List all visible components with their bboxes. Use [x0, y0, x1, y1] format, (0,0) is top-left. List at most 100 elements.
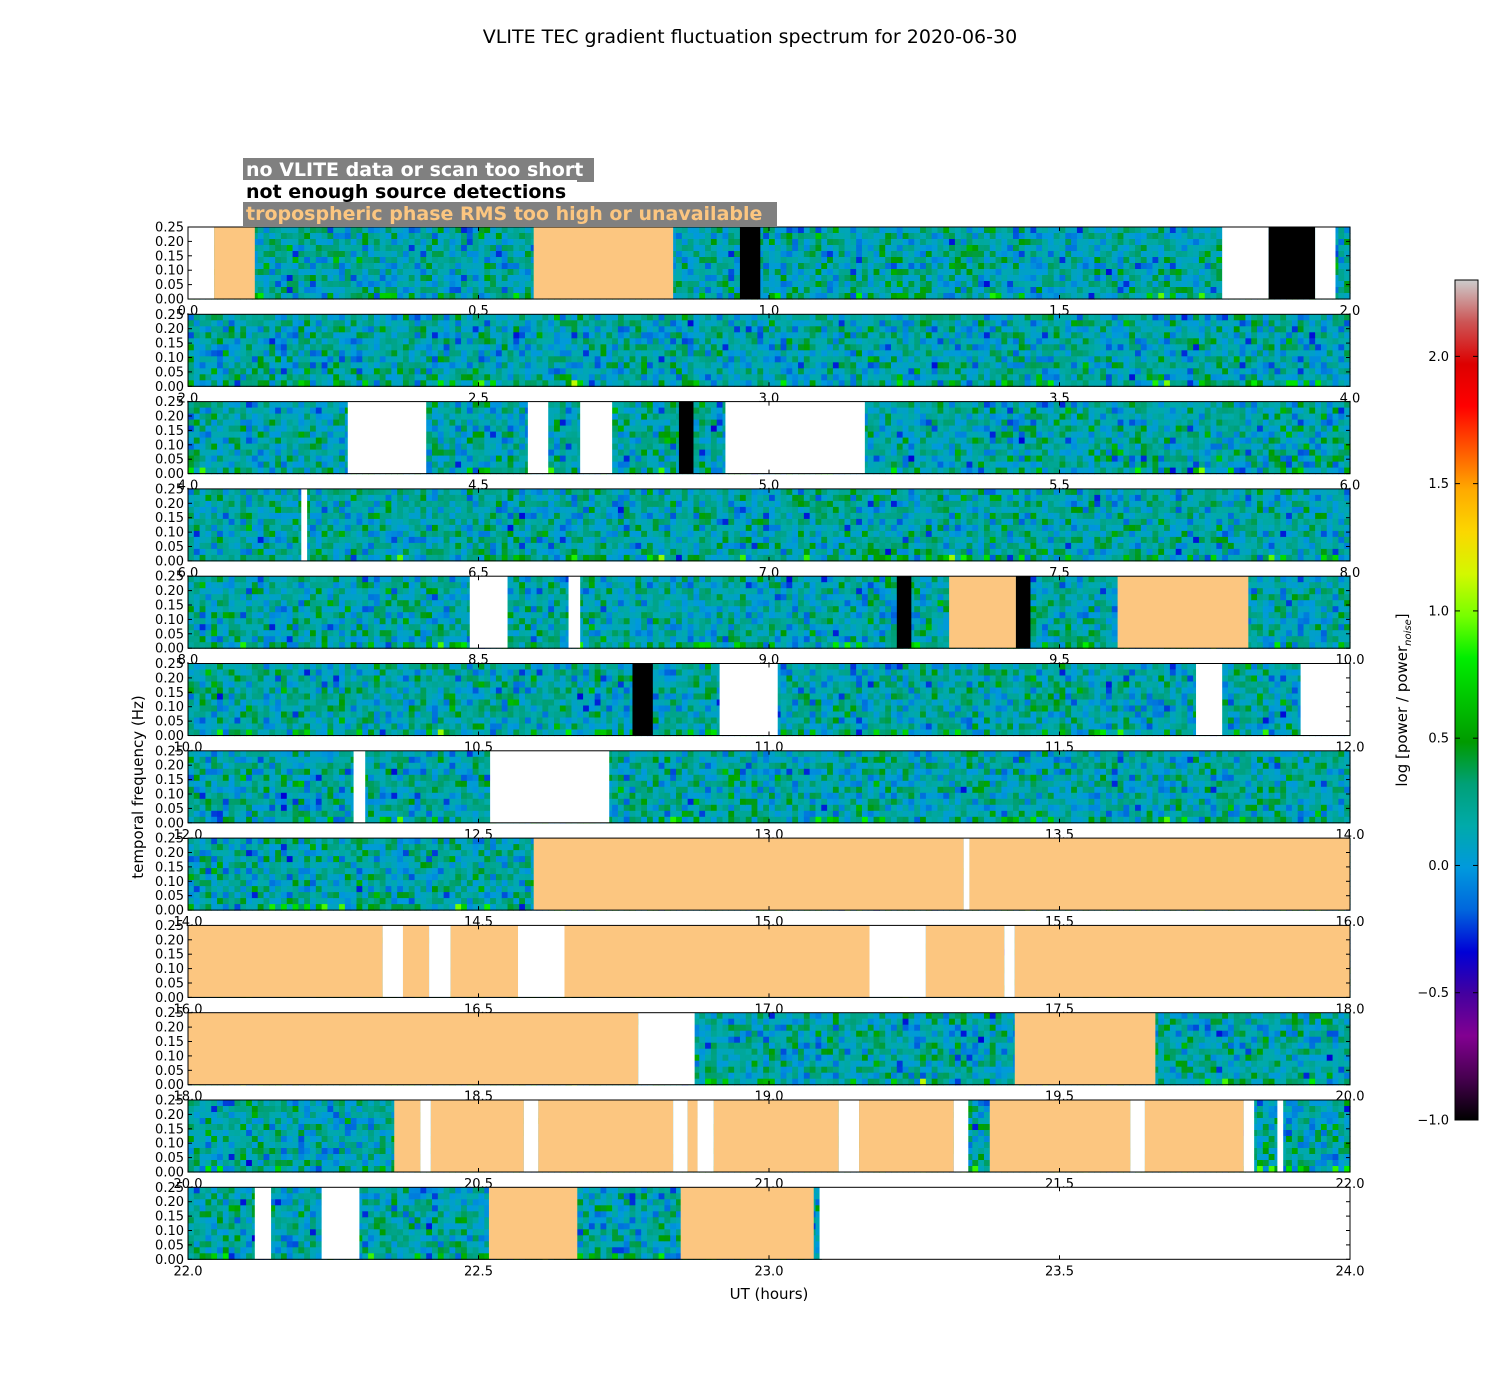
spectrum-cell	[693, 332, 699, 339]
spectrum-cell	[345, 362, 351, 369]
spectrum-cell	[316, 320, 322, 327]
spectrum-cell	[833, 257, 839, 264]
spectrum-cell	[333, 269, 339, 276]
spectrum-cell	[734, 362, 740, 369]
spectrum-cell	[560, 374, 566, 381]
spectrum-cell	[415, 338, 421, 345]
spectrum-cell	[612, 314, 618, 321]
spectrum-cell	[1135, 233, 1141, 240]
spectrum-cell	[903, 281, 909, 288]
spectrum-cell	[711, 350, 717, 357]
spectrum-cell	[682, 314, 688, 321]
spectrum-cell	[752, 314, 758, 321]
spectrum-cell	[1118, 269, 1124, 276]
spectrum-cell	[438, 281, 444, 288]
spectrum-cell	[885, 338, 891, 345]
spectrum-cell	[583, 320, 589, 327]
spectrum-cell	[932, 239, 938, 246]
spectrum-cell	[1106, 281, 1112, 288]
spectrum-cell	[908, 233, 914, 240]
spectrum-cell	[978, 287, 984, 294]
spectrum-cell	[415, 239, 421, 246]
spectrum-cell	[676, 233, 682, 240]
spectrum-cell	[362, 344, 368, 351]
spectrum-cell	[868, 362, 874, 369]
spectrum-cell	[519, 281, 525, 288]
spectrum-cell	[821, 368, 827, 375]
spectrum-cell	[903, 350, 909, 357]
spectrum-cell	[757, 326, 763, 333]
spectrum-cell	[542, 350, 548, 357]
spectrum-cell	[972, 239, 978, 246]
spectrum-cell	[333, 332, 339, 339]
spectrum-cell	[223, 338, 229, 345]
spectrum-cell	[397, 332, 403, 339]
spectrum-cell	[322, 338, 328, 345]
spectrum-cell	[728, 374, 734, 381]
spectrum-cell	[903, 239, 909, 246]
spectrum-cell	[810, 287, 816, 294]
spectrum-cell	[1118, 287, 1124, 294]
spectrum-cell	[356, 368, 362, 375]
spectrum-cell	[734, 314, 740, 321]
spectrum-cell	[1123, 257, 1129, 264]
spectrum-cell	[1060, 227, 1066, 234]
spectrum-cell	[792, 326, 798, 333]
spectrum-cell	[763, 287, 769, 294]
spectrum-cell	[316, 233, 322, 240]
spectrum-cell	[298, 233, 304, 240]
spectrum-cell	[1094, 281, 1100, 288]
spectrum-cell	[426, 239, 432, 246]
spectrum-cell	[264, 356, 270, 363]
spectrum-cell	[269, 233, 275, 240]
spectrum-cell	[374, 287, 380, 294]
spectrum-cell	[856, 257, 862, 264]
spectrum-cell	[891, 257, 897, 264]
spectrum-cell	[630, 338, 636, 345]
spectrum-cell	[339, 368, 345, 375]
spectrum-cell	[1089, 257, 1095, 264]
spectrum-cell	[810, 275, 816, 282]
spectrum-cell	[670, 362, 676, 369]
spectrum-cell	[316, 287, 322, 294]
spectrum-cell	[1100, 251, 1106, 258]
spectrum-cell	[862, 233, 868, 240]
spectrum-cell	[630, 326, 636, 333]
spectrum-cell	[1071, 269, 1077, 276]
spectrum-cell	[775, 326, 781, 333]
spectrum-cell	[461, 326, 467, 333]
spectrum-cell	[519, 245, 525, 252]
spectrum-cell	[775, 368, 781, 375]
spectrum-cell	[293, 251, 299, 258]
spectrum-cell	[908, 257, 914, 264]
spectrum-cell	[200, 344, 206, 351]
spectrum-cell	[769, 362, 775, 369]
spectrum-cell	[1338, 275, 1344, 282]
spectrum-cell	[1036, 251, 1042, 258]
spectrum-cell	[682, 281, 688, 288]
spectrum-cell	[264, 314, 270, 321]
spectrum-cell	[769, 350, 775, 357]
spectrum-cell	[449, 287, 455, 294]
spectrum-cell	[815, 245, 821, 252]
spectrum-cell	[914, 239, 920, 246]
spectrum-cell	[810, 326, 816, 333]
spectrum-cell	[479, 344, 485, 351]
spectrum-cell	[1001, 251, 1007, 258]
spectrum-cell	[1135, 263, 1141, 270]
spectrum-cell	[1089, 287, 1095, 294]
spectrum-cell	[815, 257, 821, 264]
spectrum-cell	[781, 338, 787, 345]
spectrum-cell	[723, 233, 729, 240]
spectrum-cell	[624, 314, 630, 321]
spectrum-cell	[641, 344, 647, 351]
spectrum-cell	[461, 275, 467, 282]
spectrum-cell	[386, 227, 392, 234]
spectrum-cell	[211, 314, 217, 321]
spectrum-cell	[420, 287, 426, 294]
spectrum-cell	[287, 368, 293, 375]
spectrum-cell	[502, 344, 508, 351]
spectrum-cell	[223, 326, 229, 333]
spectrum-cell	[351, 362, 357, 369]
spectrum-cell	[415, 350, 421, 357]
